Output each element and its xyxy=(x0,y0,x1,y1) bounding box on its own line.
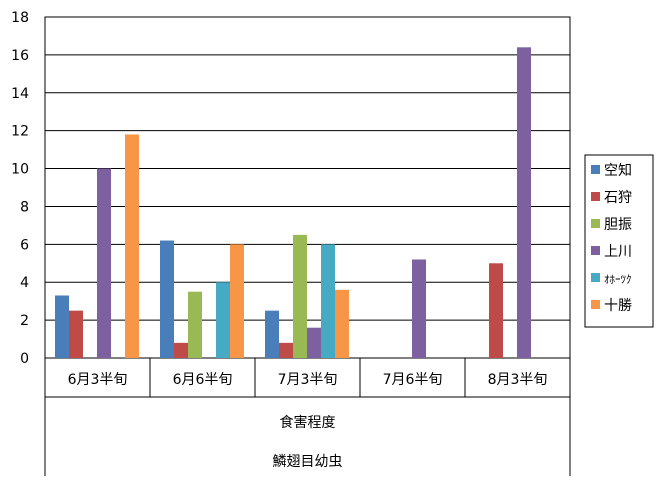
x-category-label: 7月6半旬 xyxy=(383,372,443,388)
bar-6-3 xyxy=(335,289,349,358)
legend-box xyxy=(584,154,654,328)
legend-swatch xyxy=(591,192,600,201)
bars xyxy=(55,47,531,359)
legend-label: 胆振 xyxy=(604,217,632,233)
x-category-label: 6月6半旬 xyxy=(173,372,233,388)
x-category-label: 7月3半旬 xyxy=(278,372,338,388)
bar-2-2 xyxy=(174,342,188,358)
y-tick-label: 8 xyxy=(20,199,29,215)
y-tick-label: 16 xyxy=(11,48,29,64)
legend-label: ｵﾎｰﾂｸ xyxy=(604,273,632,286)
x-group-label: 鱗翅目幼虫 xyxy=(273,454,343,470)
y-axis-tick-labels: 0 2 4 6 8 10 12 14 16 18 xyxy=(11,10,29,367)
bar-2-3 xyxy=(279,342,293,358)
legend-swatch xyxy=(591,165,600,174)
legend-swatch xyxy=(591,246,600,255)
bar-1-3 xyxy=(265,310,279,358)
y-tick-label: 0 xyxy=(20,351,29,367)
y-tick-label: 4 xyxy=(20,275,29,291)
legend-swatch xyxy=(591,300,600,309)
bar-1-1 xyxy=(55,295,69,358)
x-category-label: 6月3半旬 xyxy=(68,372,128,388)
y-tick-label: 2 xyxy=(20,313,29,329)
y-tick-label: 12 xyxy=(11,124,29,140)
legend-label: 空知 xyxy=(604,162,632,179)
y-tick-label: 10 xyxy=(11,162,29,178)
x-group-label: 食害程度 xyxy=(280,414,336,431)
bar-3-3 xyxy=(293,234,307,358)
legend-label: 十勝 xyxy=(604,298,632,314)
x-category-label: 8月3半旬 xyxy=(488,372,548,388)
bar-5-3 xyxy=(321,244,335,358)
legend-label: 上川 xyxy=(604,244,632,260)
bar-6-2 xyxy=(230,244,244,358)
bar-3-2 xyxy=(188,291,202,358)
bar-1-2 xyxy=(160,240,174,358)
legend-swatch xyxy=(591,219,600,228)
bar-2-1 xyxy=(69,310,83,358)
bar-4-3 xyxy=(307,327,321,358)
bar-4-1 xyxy=(97,168,111,358)
y-tick-label: 18 xyxy=(11,10,29,26)
bar-6-1 xyxy=(125,134,139,358)
bar-5-2 xyxy=(216,282,230,358)
legend-label: 石狩 xyxy=(604,190,632,206)
legend-swatch xyxy=(591,273,600,282)
y-tick-label: 6 xyxy=(20,237,29,253)
y-tick-label: 14 xyxy=(11,86,29,102)
bar-4-5 xyxy=(517,47,531,359)
bar-4-4 xyxy=(412,259,426,358)
bar-2-5 xyxy=(489,263,503,358)
